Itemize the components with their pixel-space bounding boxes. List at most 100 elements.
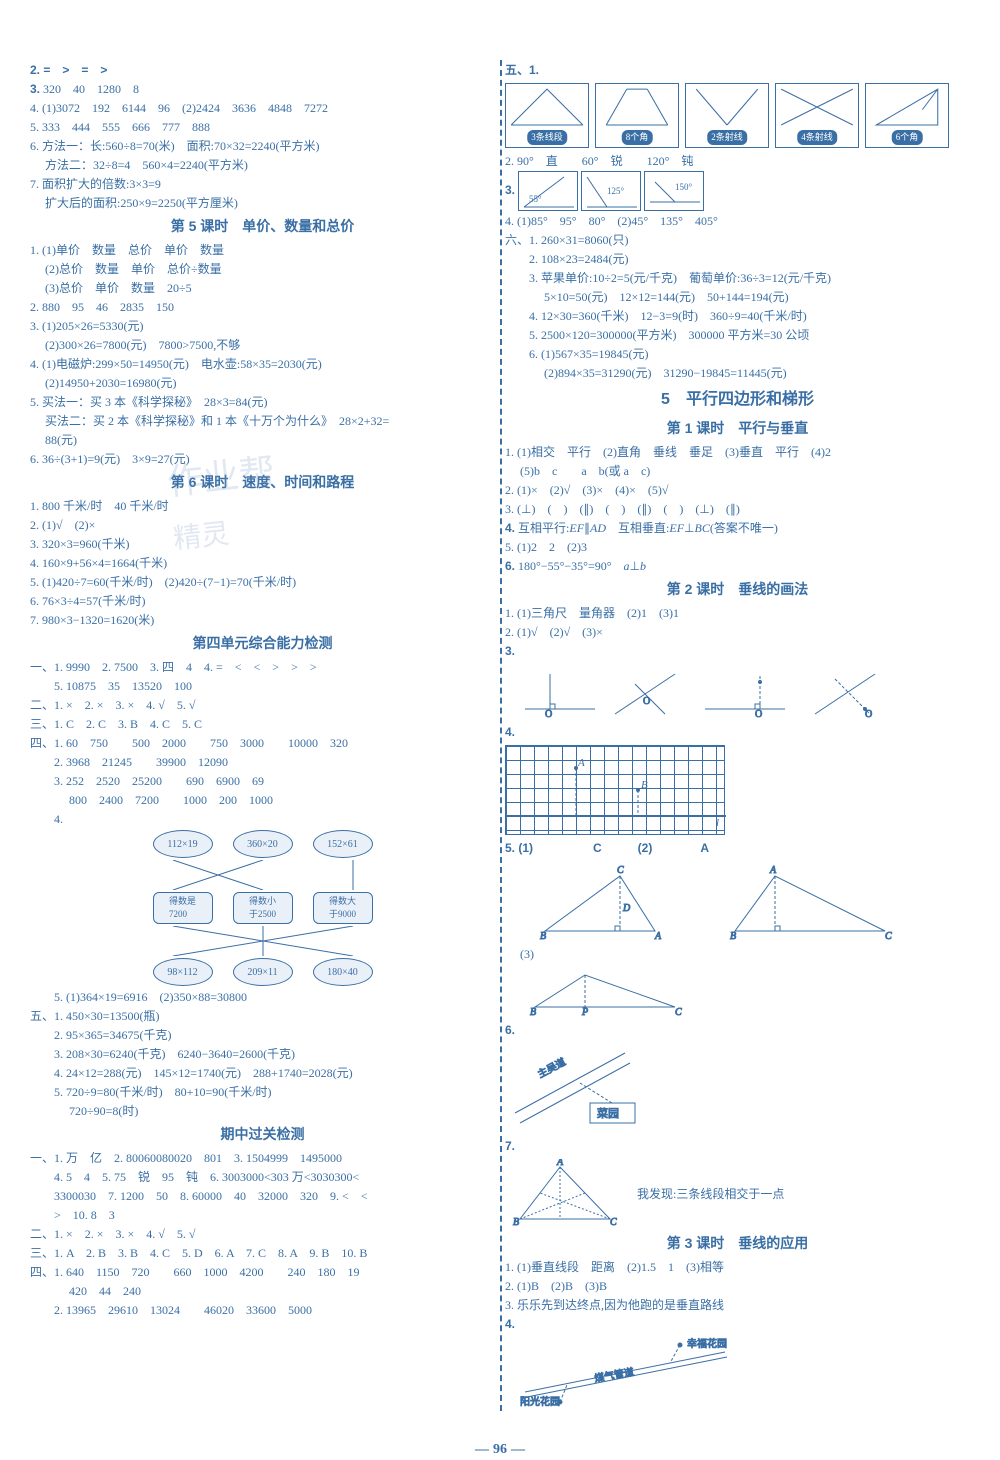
answer-line: 三、1. C 2. C 3. B 4. C 5. C [30, 715, 495, 733]
answer-line: 5. (1)364×19=6916 (2)350×88=30800 [30, 988, 495, 1006]
answer-line: 4. 12×30=360(千米) 12−3=9(时) 360÷9=40(千米/时… [505, 307, 970, 325]
answer-line: 7. [505, 1137, 970, 1155]
answer-line: 3. (⊥) ( ) (∥) ( ) (∥) ( ) (⊥) (∥) [505, 500, 970, 518]
answer-line: 5. (1)2 2 (2)3 [505, 538, 970, 556]
svg-text:C: C [610, 1217, 617, 1228]
answer-line: (3) [505, 945, 970, 963]
right-column: 五、1. 3条线段 8个角 2条射线 4条射线 6个角 2. [505, 60, 970, 1411]
answer-line: 四、1. 640 1150 720 660 1000 4200 240 180 … [30, 1263, 495, 1281]
answer-line: > 10. 8 3 [30, 1206, 495, 1224]
answer-line: 2. (1)× (2)√ (3)× (4)× (5)√ [505, 481, 970, 499]
answer-line: 2. (1)B (2)B (3)B [505, 1277, 970, 1295]
answer-line: 3. (1)205×26=5330(元) [30, 317, 495, 335]
answer-line: 4. 160×9+56×4=1664(千米) [30, 554, 495, 572]
answer-line: (2)14950+2030=16980(元) [30, 374, 495, 392]
oval-row-mid: 得数是7200 得数小于2500 得数大于9000 [30, 892, 495, 924]
shape-box: 2条射线 [685, 83, 769, 148]
answer-line: 二、1. × 2. × 3. × 4. √ 5. √ [30, 1225, 495, 1243]
shape-box: 8个角 [595, 83, 679, 148]
answer-line: 5. 10875 35 13520 100 [30, 677, 495, 695]
answer-line: 方法二：32÷8=4 560×4=2240(平方米) [30, 156, 495, 174]
svg-text:C: C [617, 865, 624, 876]
answer-line: 4. [505, 1315, 970, 1333]
unit-title: 第四单元综合能力检测 [30, 633, 495, 654]
svg-text:A: A [654, 931, 662, 941]
svg-text:125°: 125° [607, 186, 625, 196]
svg-text:煤气管道: 煤气管道 [593, 1365, 635, 1385]
answer-line: 3. 苹果单价:10÷2=5(元/千克) 葡萄单价:36÷3=12(元/千克) [505, 269, 970, 287]
answer-line: 5. 买法一：买 3 本《科学探秘》 28×3=84(元) [30, 393, 495, 411]
svg-text:A: A [556, 1159, 564, 1168]
svg-text:D: D [622, 903, 631, 914]
answer-line: 3. 208×30=6240(千克) 6240−3640=2600(千克) [30, 1045, 495, 1063]
answer-line: 一、1. 9990 2. 7500 3. 四 4 4. = < < > > > [30, 658, 495, 676]
answer-line: 6. 36÷(3+1)=9(元) 3×9=27(元) [30, 450, 495, 468]
garden-diagram: 主吴道 菜园 [505, 1043, 970, 1133]
answer-line: 2. = > = > [30, 61, 495, 79]
answer-line: 3. [505, 642, 970, 660]
svg-text:l: l [716, 817, 719, 829]
section-title: 第 6 课时 速度、时间和路程 [30, 472, 495, 493]
answer-line: 1. (1)垂直线段 距离 (2)1.5 1 (3)相等 [505, 1258, 970, 1276]
oval-label: 得数是7200 [153, 892, 213, 924]
answer-line: 3. 3. 320 40 1280 8320 40 1280 8 [30, 80, 495, 98]
answer-line: 7. 980×3−1320=1620(米) [30, 611, 495, 629]
svg-text:150°: 150° [675, 182, 693, 192]
answer-line: 6. 180°−55°−35°=90° a⊥b [505, 557, 970, 575]
answer-line: 3. 320×3=960(千米) [30, 535, 495, 553]
answer-line: 2. 3968 21245 39900 12090 [30, 753, 495, 771]
answer-line: 五、1. 450×30=13500(瓶) [30, 1007, 495, 1025]
answer-line: 2. 108×23=2484(元) [505, 250, 970, 268]
answer-line: 7. 面积扩大的倍数:3×3=9 [30, 175, 495, 193]
answer-line: 5. 333 444 555 666 777 888 [30, 118, 495, 136]
answer-line: 一、1. 万 亿 2. 80060080020 801 3. 1504999 1… [30, 1149, 495, 1167]
oval: 98×112 [153, 958, 213, 986]
answer-line: 5×10=50(元) 12×12=144(元) 50+144=194(元) [505, 288, 970, 306]
answer-line: 2. 880 95 46 2835 150 [30, 298, 495, 316]
section-title: 第 1 课时 平行与垂直 [505, 418, 970, 439]
shape-box: 3条线段 [505, 83, 589, 148]
answer-line: 3. 乐乐先到达终点,因为他跑的是垂直路线 [505, 1296, 970, 1314]
svg-text:C: C [675, 1007, 682, 1017]
svg-text:B: B [641, 779, 648, 791]
svg-text:幸福花园: 幸福花园 [687, 1337, 727, 1350]
discovery-text: 我发现:三条线段相交于一点 [637, 1185, 784, 1203]
chapter-title: 5 平行四边形和梯形 [505, 388, 970, 412]
svg-text:B: B [540, 931, 546, 941]
answer-line: 三、1. A 2. B 3. B 4. C 5. D 6. A 7. C 8. … [30, 1244, 495, 1262]
connector-lines [133, 926, 393, 956]
svg-text:阳光花园: 阳光花园 [520, 1395, 560, 1407]
shape-box: 6个角 [865, 83, 949, 148]
shape-box: 4条射线 [775, 83, 859, 148]
grid-diagram: A B l [505, 745, 725, 835]
answer-line: 1. 800 千米/时 40 千米/时 [30, 497, 495, 515]
answer-line: 扩大后的面积:250×9=2250(平方厘米) [30, 194, 495, 212]
answer-line: 5. 2500×120=300000(平方米) 300000 平方米=30 公顷 [505, 326, 970, 344]
svg-text:O: O [545, 709, 552, 719]
answer-line: (5)b c a b(或 a c) [505, 462, 970, 480]
angle-diagram: 55° [518, 171, 578, 211]
svg-text:C: C [885, 931, 892, 941]
oval: 360×20 [233, 830, 293, 858]
left-column: 作业帮 精灵 2. = > = > 3. 3. 320 40 1280 8320… [30, 60, 495, 1411]
answer-line: 800 2400 7200 1000 200 1000 [30, 791, 495, 809]
svg-text:O: O [643, 696, 650, 707]
shape-row: 3条线段 8个角 2条射线 4条射线 6个角 [505, 83, 970, 148]
answer-line: (2)894×35=31290(元) 31290−19845=11445(元) [505, 364, 970, 382]
answer-line: 2. 95×365=34675(千克) [30, 1026, 495, 1044]
answer-line: 五、1. [505, 61, 970, 79]
answer-line: 2. (1)√ (2)√ (3)× [505, 623, 970, 641]
svg-text:O: O [755, 709, 762, 719]
answer-line: (2)总价 数量 单价 总价÷数量 [30, 260, 495, 278]
answer-line: 2. 13965 29610 13024 46020 33600 5000 [30, 1301, 495, 1319]
triangle-centroid: A B C 我发现:三条线段相交于一点 [505, 1159, 970, 1229]
perpendicular-diagrams: O O O O [505, 664, 970, 719]
answer-line: 1. (1)单价 数量 总价 单价 数量 [30, 241, 495, 259]
svg-text:B: B [730, 931, 736, 941]
oval-label: 得数小于2500 [233, 892, 293, 924]
answer-line: 4. 互相平行:EF∥AD 互相垂直:EF⊥BC(答案不唯一) [505, 519, 970, 537]
svg-text:B: B [513, 1217, 519, 1228]
answer-line: 4. (1)电磁炉:299×50=14950(元) 电水壶:58×35=2030… [30, 355, 495, 373]
answer-line: 六、1. 260×31=8060(只) [505, 231, 970, 249]
svg-text:O: O [865, 709, 872, 719]
